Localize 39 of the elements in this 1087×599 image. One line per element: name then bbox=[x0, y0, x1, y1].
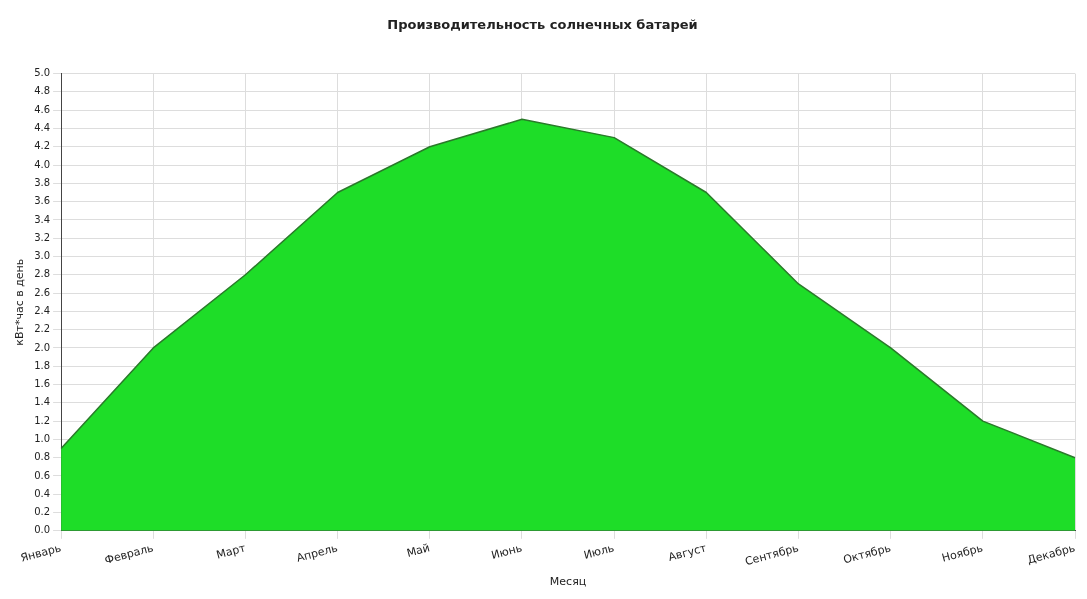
y-tick-label: 0.2 bbox=[34, 506, 51, 518]
y-tick-label: 0.6 bbox=[34, 469, 51, 481]
y-tick-label: 4.8 bbox=[34, 85, 51, 97]
y-tick-label: 1.4 bbox=[34, 396, 51, 408]
y-tick-label: 1.6 bbox=[34, 378, 51, 390]
y-tick-label: 0.0 bbox=[34, 524, 51, 536]
y-tick-label: 3.6 bbox=[34, 195, 51, 207]
y-tick-label: 2.8 bbox=[34, 268, 51, 280]
y-tick-label: 4.2 bbox=[34, 140, 51, 152]
y-tick-label: 3.8 bbox=[34, 176, 51, 188]
y-tick-label: 1.2 bbox=[34, 414, 51, 426]
y-tick-label: 1.8 bbox=[34, 359, 51, 371]
x-tick-label: Август bbox=[667, 541, 709, 564]
x-tick-label: Октябрь bbox=[841, 541, 893, 567]
x-tick-label: Ноябрь bbox=[940, 541, 985, 565]
y-tick-label: 0.8 bbox=[34, 451, 51, 463]
x-tick-label: Май bbox=[405, 541, 432, 560]
y-tick-label: 0.4 bbox=[34, 487, 51, 499]
y-tick-label: 1.0 bbox=[34, 432, 51, 444]
x-tick-label: Март bbox=[214, 541, 248, 562]
y-tick-label: 2.2 bbox=[34, 323, 51, 335]
y-tick-label: 5.0 bbox=[34, 67, 51, 79]
y-tick-label: 3.4 bbox=[34, 213, 51, 225]
x-tick-label: Июль bbox=[582, 541, 616, 562]
y-tick-label: 4.0 bbox=[34, 158, 51, 170]
x-tick-label: Апрель bbox=[295, 541, 340, 565]
y-tick-label: 2.4 bbox=[34, 304, 51, 316]
y-tick-label: 2.0 bbox=[34, 341, 51, 353]
y-tick-label: 3.0 bbox=[34, 250, 51, 262]
y-tick-label: 3.2 bbox=[34, 231, 51, 243]
y-axis-title: кВт*час в день bbox=[13, 258, 27, 346]
chart-title: Производительность солнечных батарей bbox=[387, 17, 698, 33]
y-tick-label: 4.6 bbox=[34, 103, 51, 115]
x-axis-title: Месяц bbox=[549, 575, 587, 589]
y-tick-label: 4.4 bbox=[34, 122, 51, 134]
x-tick-label: Февраль bbox=[103, 541, 155, 567]
x-tick-label: Январь bbox=[19, 541, 63, 565]
y-tick-label: 2.6 bbox=[34, 286, 51, 298]
x-tick-label: Июнь bbox=[490, 541, 524, 562]
